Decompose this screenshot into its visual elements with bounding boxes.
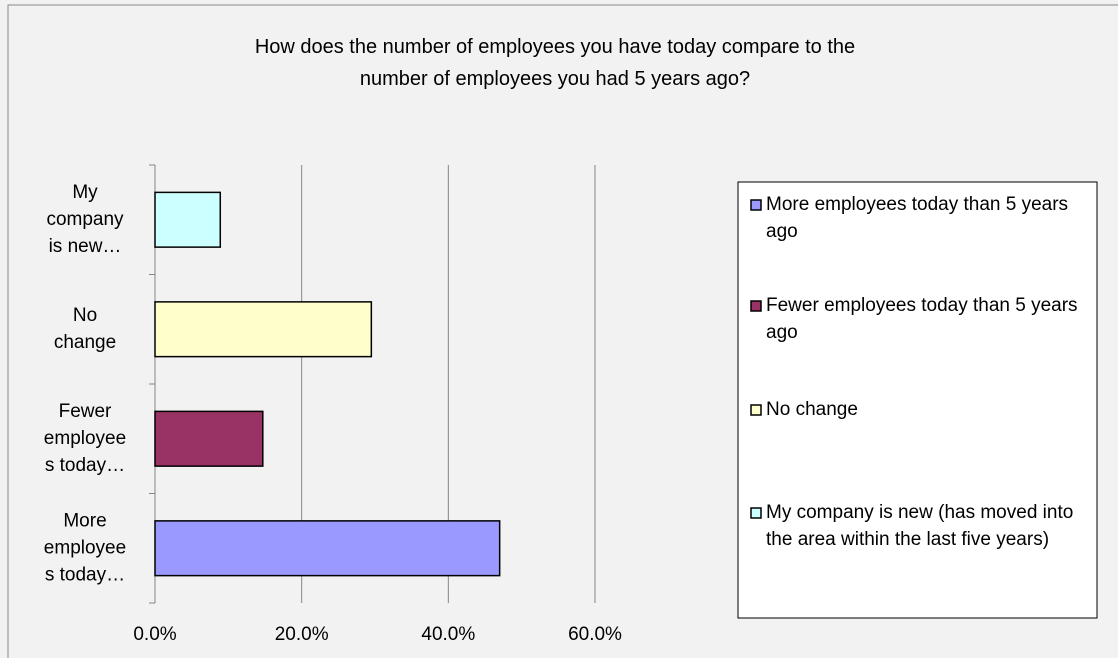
legend-swatch [750,199,762,211]
y-tick-label: My company is new… [46,182,124,257]
chart-title: How does the number of employees you hav… [255,36,855,90]
bar [154,520,501,577]
legend-label: My company is new (has moved into the are… [766,502,1073,550]
y-tick-label: No change [54,305,116,353]
legend-swatch [750,404,762,416]
legend-swatch [750,507,762,519]
y-tick-label: Fewer employee s today… [44,401,126,476]
bar [154,301,373,358]
legend-swatch [750,300,762,312]
x-tick-label: 40.0% [421,624,475,645]
bar [154,191,222,248]
y-tick-label: More employee s today… [44,510,126,585]
x-tick-label: 60.0% [568,624,622,645]
legend-box [737,181,1098,619]
x-tick-label: 20.0% [275,624,329,645]
legend-label: No change [766,399,858,420]
bar [154,410,264,467]
legend-label: Fewer employees today than 5 years ago [766,295,1078,343]
x-tick-label: 0.0% [133,624,176,645]
legend-label: More employees today than 5 years ago [766,194,1068,242]
